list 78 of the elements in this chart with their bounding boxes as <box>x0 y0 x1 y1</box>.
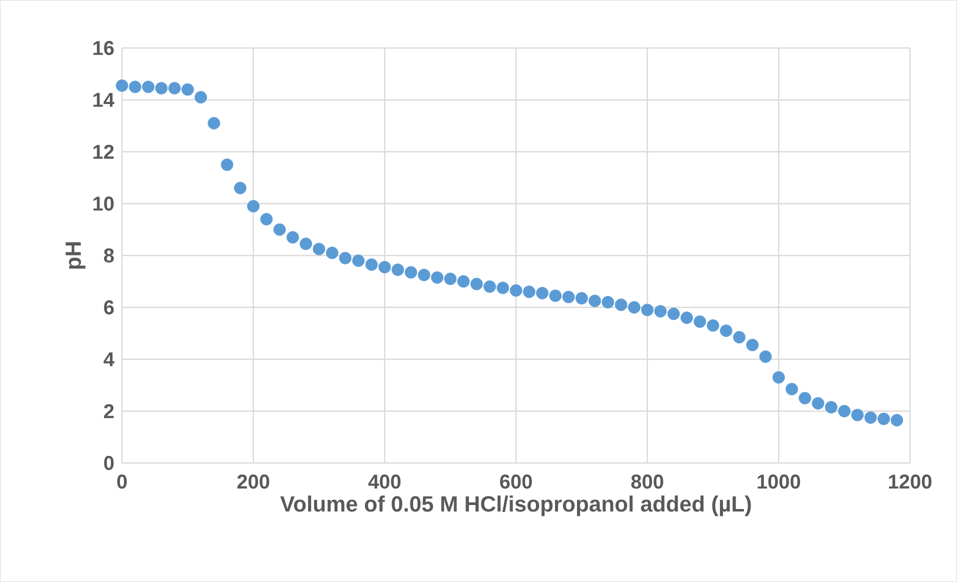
point <box>733 331 746 344</box>
y-tick-label: 8 <box>104 248 114 263</box>
point <box>496 282 510 294</box>
point <box>562 290 575 304</box>
point <box>602 296 614 308</box>
point <box>312 242 326 256</box>
point <box>864 411 877 424</box>
point <box>812 397 824 410</box>
y-tick-label: 6 <box>104 300 114 314</box>
point <box>142 80 154 94</box>
y-tick-label: 2 <box>104 404 114 418</box>
point <box>746 338 759 352</box>
point <box>116 79 128 92</box>
point <box>825 401 838 414</box>
x-tick-label: 0 <box>117 474 127 489</box>
x-tick-label: 600 <box>500 474 532 489</box>
point <box>694 315 706 328</box>
point <box>614 298 628 311</box>
point <box>759 350 772 363</box>
point <box>720 324 732 337</box>
point <box>326 246 338 260</box>
y-tick-label: 4 <box>104 352 114 366</box>
point <box>470 278 483 290</box>
point <box>418 268 430 282</box>
point <box>431 271 444 284</box>
y-tick-label: 16 <box>93 40 114 56</box>
x-tick-label: 400 <box>368 474 401 489</box>
point <box>352 254 365 267</box>
point <box>365 258 378 271</box>
point <box>654 305 667 318</box>
point <box>838 404 851 418</box>
point <box>378 260 391 274</box>
point <box>786 382 798 396</box>
point <box>484 280 496 293</box>
x-tick-label: 200 <box>237 474 270 489</box>
point <box>247 200 260 212</box>
point <box>234 182 246 194</box>
point <box>772 371 785 384</box>
point <box>194 91 208 104</box>
point <box>510 284 522 297</box>
point <box>549 290 562 302</box>
point <box>444 272 457 286</box>
y-tick-label: 10 <box>93 196 114 211</box>
point <box>628 301 640 314</box>
point <box>851 408 864 422</box>
x-axis-title: Volume of 0.05 M HCl/isopropanol added (µL) <box>280 496 751 516</box>
y-axis-title: pH <box>66 242 86 269</box>
point <box>641 304 654 316</box>
point <box>667 308 680 320</box>
y-tick-label: 0 <box>104 456 114 470</box>
point <box>680 312 693 324</box>
point <box>273 223 286 236</box>
point <box>286 231 299 244</box>
x-tick-label: 800 <box>631 474 664 489</box>
point <box>392 264 404 276</box>
point <box>181 83 194 96</box>
point <box>536 286 548 300</box>
y-tick-label: 14 <box>93 93 114 107</box>
point <box>522 286 536 298</box>
point <box>155 82 168 94</box>
point <box>404 266 418 279</box>
y-tick-label: 12 <box>93 144 114 159</box>
point <box>890 414 904 426</box>
point <box>457 275 470 288</box>
point <box>220 158 234 171</box>
x-tick-label: 1000 <box>758 474 800 489</box>
point <box>260 212 273 226</box>
point <box>128 80 142 94</box>
point <box>168 82 181 94</box>
point <box>706 319 720 332</box>
point <box>208 117 220 130</box>
point <box>878 412 890 426</box>
point <box>588 294 602 308</box>
point <box>798 392 812 404</box>
point <box>575 292 588 304</box>
x-tick-label: 1200 <box>889 474 932 489</box>
point <box>339 252 352 264</box>
point <box>300 238 312 250</box>
